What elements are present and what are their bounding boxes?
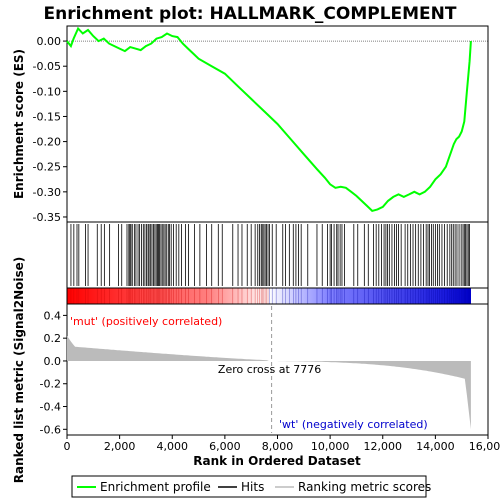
color-bar-stripes (70, 288, 470, 304)
es-tick-label: -0.05 (33, 60, 61, 73)
hits-panel (66, 221, 489, 289)
metric-tick-label: -0.4 (40, 401, 61, 414)
es-tick-label: -0.20 (33, 136, 61, 149)
legend-frame (71, 475, 427, 498)
x-tick-label: 16,000 (469, 440, 500, 453)
legend: Enrichment profile Hits Ranking metric s… (71, 475, 431, 498)
metric-y-axis-title: Ranked list metric (Signal2Noise) (12, 257, 26, 484)
es-tick-label: -0.30 (33, 186, 61, 199)
rank-color-bar (66, 287, 489, 305)
metric-tick-label: -0.6 (40, 423, 61, 436)
es-tick-label: -0.35 (33, 211, 61, 224)
metric-tick-label: 0.4 (44, 309, 62, 322)
x-tick-label: 10,000 (311, 440, 350, 453)
metric-y-axis: 0.4 0.2 0.0 -0.2 -0.4 -0.6 (40, 309, 67, 436)
metric-panel: 0.4 0.2 0.0 -0.2 -0.4 -0.6 Zero cross at 7776… (40, 303, 489, 436)
x-axis: 0 2,000 4,000 6,000 8,000 10,000 12,000 14,000 1… (64, 435, 500, 453)
metric-tick-label: -0.2 (40, 378, 61, 391)
legend-label-enrichment-profile: Enrichment profile (100, 480, 211, 494)
x-tick-label: 14,000 (416, 440, 455, 453)
color-bar-fill (67, 288, 471, 304)
x-tick-label: 8,000 (262, 440, 294, 453)
x-tick-label: 0 (64, 440, 71, 453)
x-axis-title: Rank in Ordered Dataset (193, 454, 361, 468)
x-tick-label: 4,000 (157, 440, 189, 453)
es-tick-label: -0.15 (33, 110, 61, 123)
metric-tick-label: 0.2 (44, 332, 62, 345)
legend-label-hits: Hits (241, 480, 264, 494)
positive-correlation-label: 'mut' (positively correlated) (70, 315, 222, 328)
es-tick-label: 0.00 (37, 35, 62, 48)
hits (70, 224, 470, 286)
es-tick-label: -0.10 (33, 85, 61, 98)
zero-cross-label: Zero cross at 7776 (218, 363, 321, 376)
x-tick-label: 12,000 (364, 440, 403, 453)
negative-correlation-label: 'wt' (negatively correlated) (279, 418, 428, 431)
metric-tick-label: 0.0 (44, 355, 62, 368)
es-panel: 0.00 -0.05 -0.10 -0.15 -0.20 -0.25 -0.30 -0.35 (33, 25, 489, 224)
enrichment-profile-line (66, 26, 472, 213)
es-y-axis: 0.00 -0.05 -0.10 -0.15 -0.20 -0.25 -0.30 -0.35 (33, 35, 67, 224)
hits-frame (66, 221, 489, 289)
x-tick-label: 6,000 (209, 440, 241, 453)
es-tick-label: -0.25 (33, 161, 61, 174)
es-y-axis-title: Enrichment score (ES) (12, 49, 26, 199)
chart-title: Enrichment plot: HALLMARK_COMPLEMENT (43, 4, 456, 24)
legend-label-ranking-metric: Ranking metric scores (298, 480, 431, 494)
ranking-metric-area (67, 335, 471, 430)
x-tick-label: 2,000 (104, 440, 136, 453)
